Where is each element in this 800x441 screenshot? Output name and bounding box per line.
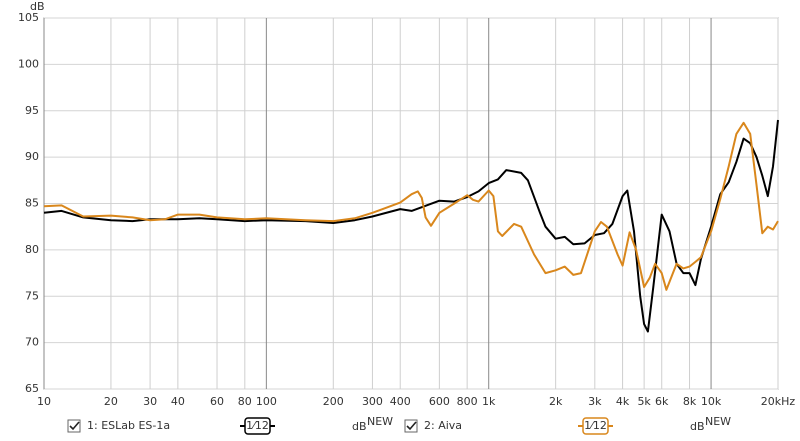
x-tick-label: 5k xyxy=(637,395,651,408)
checkbox[interactable] xyxy=(67,419,81,433)
smoothing-label: 1⁄12 xyxy=(584,419,607,432)
x-tick-label: 2k xyxy=(549,395,563,408)
y-tick-label: 70 xyxy=(25,336,39,349)
x-tick-label: 300 xyxy=(362,395,383,408)
x-tick-label: 20kHz xyxy=(761,395,796,408)
x-tick-label: 20 xyxy=(104,395,118,408)
x-tick-label: 1k xyxy=(482,395,496,408)
new-badge: NEW xyxy=(705,415,731,428)
x-tick-label: 100 xyxy=(256,395,277,408)
x-tick-label: 4k xyxy=(616,395,630,408)
series-line xyxy=(43,121,779,291)
y-tick-label: 85 xyxy=(25,197,39,210)
checkbox-check xyxy=(406,421,417,431)
series-line xyxy=(43,119,779,333)
legend-label[interactable]: 2: Aiva xyxy=(424,419,462,432)
y-tick-label: 90 xyxy=(25,150,39,163)
x-tick-label: 10k xyxy=(701,395,722,408)
y-axis-label: dB xyxy=(30,0,45,13)
x-tick-label: 8k xyxy=(683,395,697,408)
y-tick-label: 100 xyxy=(18,57,39,70)
legend-label[interactable]: 1: ESLab ES-1a xyxy=(87,419,170,432)
x-tick-label: 60 xyxy=(210,395,224,408)
x-tick-label: 200 xyxy=(323,395,344,408)
smoothing-box[interactable] xyxy=(244,417,271,435)
smoothing-label: 1⁄12 xyxy=(246,419,269,432)
x-tick-label: 10 xyxy=(37,395,51,408)
x-tick-label: 80 xyxy=(238,395,252,408)
checkbox-check xyxy=(69,421,80,431)
unit-label[interactable]: dB xyxy=(690,420,705,433)
checkbox[interactable] xyxy=(404,419,418,433)
smoothing-box[interactable] xyxy=(582,417,609,435)
y-tick-label: 65 xyxy=(25,382,39,395)
y-tick-label: 105 xyxy=(18,11,39,24)
new-badge: NEW xyxy=(367,415,393,428)
y-tick-label: 80 xyxy=(25,243,39,256)
unit-label[interactable]: dB xyxy=(352,420,367,433)
x-tick-label: 40 xyxy=(171,395,185,408)
x-tick-label: 6k xyxy=(655,395,669,408)
y-tick-label: 95 xyxy=(25,104,39,117)
x-tick-label: 30 xyxy=(143,395,157,408)
x-tick-label: 3k xyxy=(588,395,602,408)
y-tick-label: 75 xyxy=(25,289,39,302)
x-tick-label: 600 xyxy=(429,395,450,408)
x-tick-label: 400 xyxy=(390,395,411,408)
x-tick-label: 800 xyxy=(457,395,478,408)
